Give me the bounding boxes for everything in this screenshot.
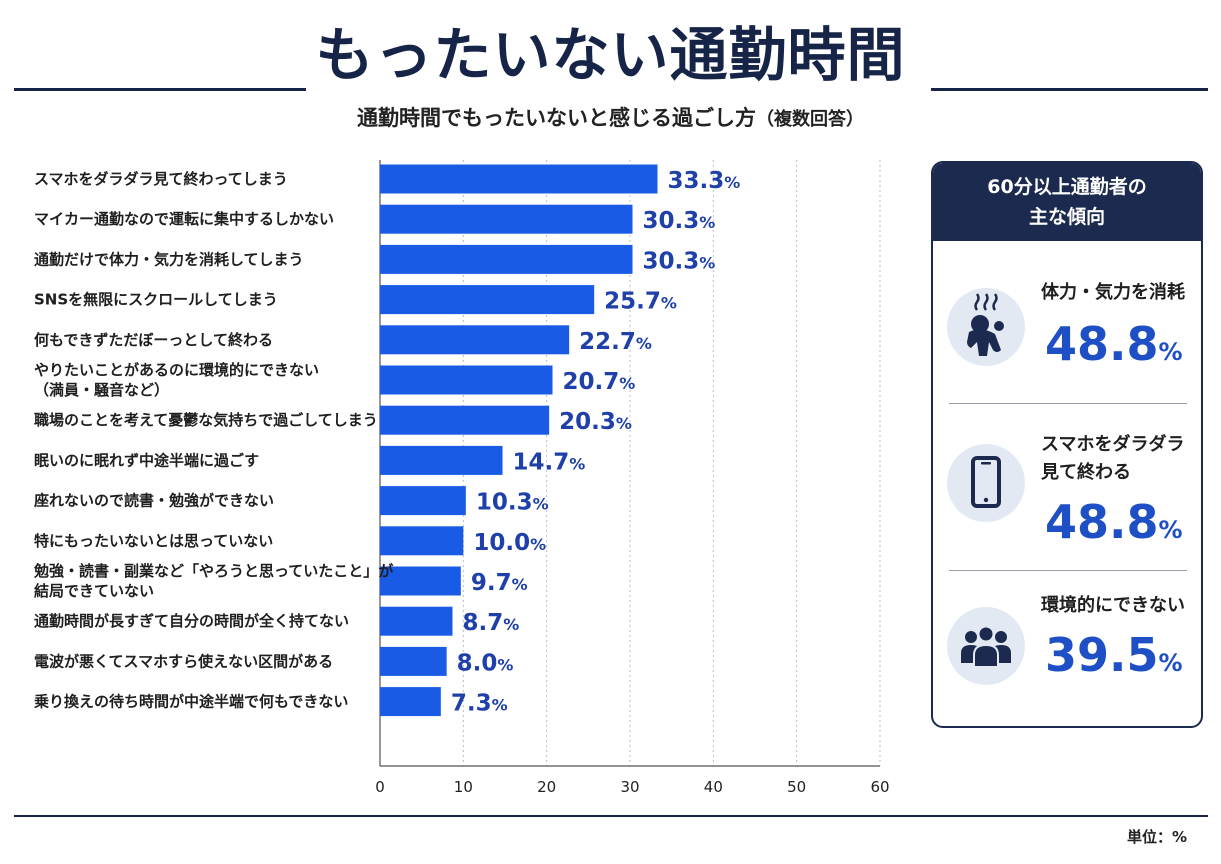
x-tick-label: 30	[620, 778, 639, 796]
item-label-line: 見て終わる	[1041, 462, 1131, 483]
subtitle-main: 通勤時間でもったいないと感じる過ごし方	[357, 106, 756, 130]
bar	[380, 486, 466, 516]
category-label: 眠いのに眠れず中途半端に過ごす	[34, 451, 259, 469]
data-label: 33.3%	[668, 168, 741, 194]
bar	[380, 606, 453, 636]
bar	[380, 204, 633, 234]
bar	[380, 566, 461, 596]
item-value: 48.8%	[1045, 495, 1183, 549]
x-tick-label: 10	[454, 778, 473, 796]
bar	[380, 325, 570, 355]
footer-rule	[14, 815, 1208, 817]
category-label: 通勤時間が長すぎて自分の時間が全く持てない	[34, 612, 349, 630]
data-label: 9.7%	[471, 570, 528, 596]
category-label: スマホをダラダラ見て終わってしまう	[34, 170, 288, 188]
category-label: 職場のことを考えて憂鬱な気持ちで過ごしてしまう	[34, 411, 378, 429]
item-value: 39.5%	[1045, 628, 1183, 682]
bar	[380, 164, 658, 194]
item-value-suffix: %	[1158, 338, 1183, 366]
bar	[380, 646, 447, 676]
category-label: 乗り換えの待ち時間が中途半端で何もできない	[34, 693, 348, 711]
unit-label: 単位：%	[1126, 828, 1187, 846]
x-tick-label: 20	[537, 778, 556, 796]
title-rule-left	[14, 88, 306, 91]
crowd-icon	[947, 607, 1025, 685]
panel-divider	[949, 570, 1187, 571]
panel-title-line1: 60分以上通勤者の	[987, 176, 1147, 198]
item-value-number: 48.8	[1045, 495, 1159, 549]
panel-title-line2: 主な傾向	[1028, 206, 1105, 228]
item-value-suffix: %	[1158, 649, 1183, 677]
category-label: やりたいことがあるのに環境的にできない（満員・騒音など）	[34, 361, 319, 399]
data-label: 22.7%	[579, 329, 652, 355]
bar-chart: 0 10 20 30 40 50 60 スマホをダラダラ見て終わってしまう 33.3% マイカー通…	[33, 160, 890, 796]
item-value-suffix: %	[1158, 516, 1183, 544]
item-label-line: スマホをダラダラ	[1041, 434, 1185, 455]
data-label: 25.7%	[604, 289, 677, 315]
item-label: スマホをダラダラ 見て終わる	[1041, 431, 1191, 487]
item-value-number: 48.8	[1045, 317, 1159, 371]
data-label: 10.0%	[473, 530, 546, 556]
panel-item-smartphone: スマホをダラダラ 見て終わる 48.8%	[933, 403, 1201, 569]
category-label: 勉強・読書・副業など「やろうと思っていたこと」が結局できていない	[33, 562, 394, 600]
panel-header: 60分以上通勤者の 主な傾向	[933, 163, 1201, 241]
data-label: 20.7%	[563, 369, 636, 395]
bar	[380, 687, 441, 717]
category-label: 通勤だけで体力・気力を消耗してしまう	[34, 250, 304, 268]
bar	[380, 244, 633, 274]
x-tick-label: 50	[787, 778, 806, 796]
chart-subtitle: 通勤時間でもったいないと感じる過ごし方（複数回答）	[0, 102, 1221, 132]
panel-divider	[949, 403, 1187, 404]
item-label: 体力・気力を消耗	[1041, 282, 1185, 303]
data-label: 8.0%	[457, 650, 514, 676]
category-label: 特にもったいないとは思っていない	[34, 532, 273, 550]
bar	[380, 365, 553, 395]
item-value: 48.8%	[1045, 317, 1183, 371]
data-label: 8.7%	[463, 610, 520, 636]
title-rule-right	[931, 88, 1208, 91]
page-title: もったいない通勤時間	[315, 21, 906, 89]
bar	[380, 526, 464, 556]
bar	[380, 445, 503, 475]
data-label: 7.3%	[451, 691, 508, 717]
category-label: 電波が悪くてスマホすら使えない区間がある	[34, 652, 333, 670]
item-label: 環境的にできない	[1041, 595, 1185, 616]
data-label: 10.3%	[476, 490, 549, 516]
category-label: SNSを無限にスクロールしてしまう	[34, 291, 278, 309]
panel-item-exhaustion: 体力・気力を消耗 48.8%	[933, 241, 1201, 403]
bar	[380, 285, 595, 315]
panel-item-environment: 環境的にできない 39.5%	[933, 570, 1201, 726]
smartphone-icon	[947, 444, 1025, 522]
summary-panel: 60分以上通勤者の 主な傾向 体力・気力を消耗 48.8%	[931, 161, 1203, 728]
exhausted-person-icon	[947, 288, 1025, 366]
subtitle-paren: （複数回答）	[756, 109, 864, 130]
data-label: 14.7%	[513, 449, 586, 475]
data-label: 30.3%	[643, 208, 716, 234]
item-value-number: 39.5	[1045, 628, 1159, 682]
data-label: 20.3%	[559, 409, 632, 435]
category-label: マイカー通勤なので運転に集中するしかない	[34, 210, 334, 228]
category-label: 何もできずただぼーっとして終わる	[34, 331, 273, 349]
x-tick-label: 40	[704, 778, 723, 796]
x-tick-label: 60	[870, 778, 889, 796]
x-tick-label: 0	[375, 778, 385, 796]
data-label: 30.3%	[643, 248, 716, 274]
bar	[380, 405, 550, 435]
category-label: 座れないので読書・勉強ができない	[33, 492, 274, 510]
